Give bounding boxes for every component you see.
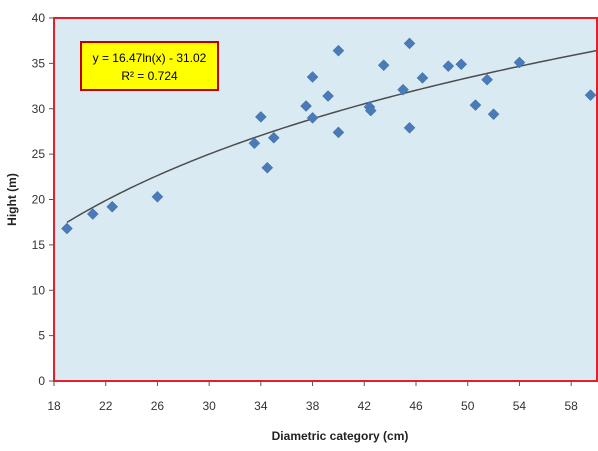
data-point: [306, 71, 319, 83]
x-tick-label: 22: [99, 399, 113, 413]
y-axis-ticks: 0 5 10 15 20 25 30 35 40: [32, 11, 54, 388]
x-axis-title: Diametric category (cm): [272, 429, 409, 443]
data-point: [584, 89, 597, 101]
data-points: [61, 37, 597, 235]
data-point: [151, 190, 164, 203]
x-axis-ticks: 18 22 26 30 34 38 42 46 50 54 58: [47, 381, 578, 413]
data-point: [332, 44, 345, 57]
y-axis-title: Hight (m): [5, 173, 19, 226]
data-point: [86, 208, 99, 220]
data-point: [300, 100, 312, 112]
plot-frame: [53, 17, 598, 382]
data-point: [397, 83, 409, 96]
data-point: [255, 111, 267, 123]
x-tick-label: 58: [564, 399, 578, 413]
r-squared-text: R² = 0.724: [121, 69, 178, 83]
y-tick-label: 25: [32, 147, 46, 161]
data-point: [267, 131, 280, 144]
data-point: [261, 161, 274, 174]
y-tick-label: 20: [32, 193, 46, 207]
data-point: [442, 60, 455, 72]
data-point: [61, 222, 73, 235]
y-tick-label: 5: [38, 329, 45, 343]
data-point: [469, 99, 482, 111]
data-point: [403, 121, 416, 134]
data-point: [322, 90, 334, 102]
data-point: [248, 137, 261, 150]
x-tick-label: 34: [254, 399, 268, 413]
data-point: [403, 37, 416, 50]
data-point: [306, 111, 319, 124]
equation-label-box: y = 16.47ln(x) - 31.02 R² = 0.724: [80, 41, 219, 91]
trendline: [66, 49, 598, 224]
data-point: [364, 104, 377, 117]
data-point: [481, 73, 493, 86]
data-point: [513, 56, 526, 69]
x-tick-label: 26: [151, 399, 165, 413]
data-point: [416, 72, 429, 84]
data-point: [106, 200, 119, 213]
x-tick-label: 46: [409, 399, 423, 413]
y-tick-label: 10: [32, 283, 46, 297]
y-tick-label: 40: [32, 11, 46, 25]
x-tick-label: 30: [202, 399, 216, 413]
equation-box-background: [80, 41, 219, 91]
x-tick-label: 18: [47, 399, 61, 413]
y-tick-label: 30: [32, 102, 46, 116]
x-tick-label: 54: [513, 399, 527, 413]
data-point: [377, 59, 390, 72]
data-point: [332, 126, 345, 139]
y-tick-label: 35: [32, 56, 46, 70]
x-tick-label: 50: [461, 399, 475, 413]
data-point: [455, 58, 468, 71]
equation-text: y = 16.47ln(x) - 31.02: [93, 51, 207, 65]
x-tick-label: 42: [358, 399, 372, 413]
y-tick-label: 0: [38, 374, 45, 388]
y-tick-label: 15: [32, 238, 46, 252]
data-point: [487, 108, 500, 121]
x-tick-label: 38: [306, 399, 320, 413]
